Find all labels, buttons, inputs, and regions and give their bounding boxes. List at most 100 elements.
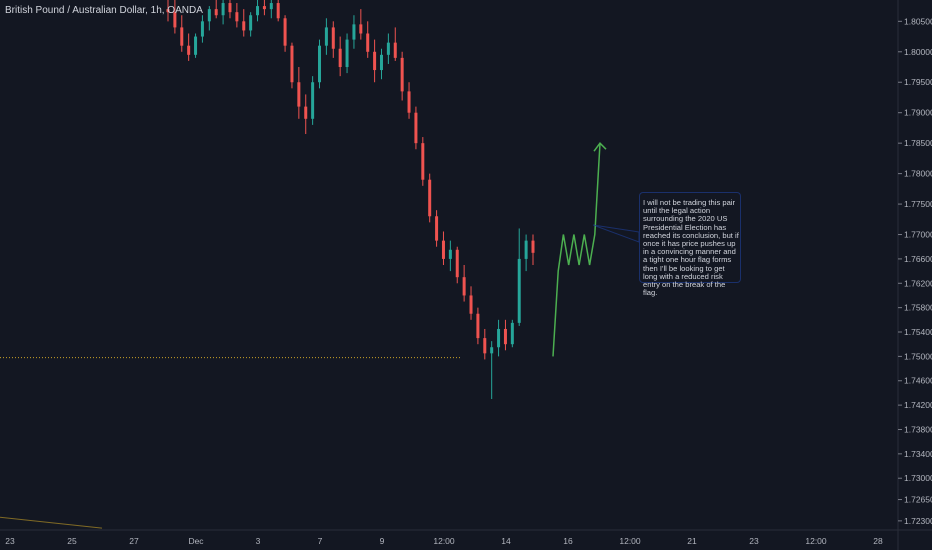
callout-pointer xyxy=(592,224,640,243)
candle-body xyxy=(448,249,452,259)
candle-body xyxy=(173,12,177,28)
time-tick-label: 23 xyxy=(5,536,15,546)
price-tick-label: 1.79500 xyxy=(904,77,932,87)
time-tick-label: 23 xyxy=(749,536,759,546)
candle-body xyxy=(510,322,514,345)
candle-body xyxy=(455,249,459,278)
candle-body xyxy=(256,6,260,16)
candle-body xyxy=(235,12,239,22)
candle-body xyxy=(359,24,363,34)
candle-body xyxy=(242,21,246,31)
candle-body xyxy=(352,24,356,40)
time-tick-label: 12:00 xyxy=(619,536,641,546)
price-tick-label: 1.72650 xyxy=(904,495,932,505)
price-tick-label: 1.80000 xyxy=(904,47,932,57)
price-tick-label: 1.76200 xyxy=(904,278,932,288)
candle-body xyxy=(311,82,315,119)
time-tick-label: 16 xyxy=(563,536,573,546)
candle-body xyxy=(194,36,198,55)
candle-body xyxy=(166,9,170,13)
price-tick-label: 1.78000 xyxy=(904,169,932,179)
time-tick-label: 7 xyxy=(318,536,323,546)
price-tick-label: 1.76600 xyxy=(904,254,932,264)
candle-body xyxy=(503,328,507,345)
candle-body xyxy=(207,9,211,22)
price-axis[interactable]: 1.80500 1.80000 1.79500 1.79000 1.78500 1.780… xyxy=(897,0,932,550)
candle-body xyxy=(276,3,280,19)
candle-body xyxy=(490,347,494,354)
time-tick-label: 14 xyxy=(501,536,511,546)
price-tick-label: 1.77000 xyxy=(904,230,932,240)
candle-body xyxy=(262,6,266,10)
candle-body xyxy=(524,240,528,259)
candle-body xyxy=(283,18,287,46)
candle-body xyxy=(407,91,411,113)
candle-body xyxy=(386,42,390,55)
candle-body xyxy=(297,82,301,107)
candles-layer xyxy=(166,0,535,400)
candle-body xyxy=(393,42,397,58)
candle-body xyxy=(400,57,404,92)
price-tick-label: 1.75000 xyxy=(904,351,932,361)
price-tick-label: 1.77500 xyxy=(904,199,932,209)
candle-body xyxy=(338,48,342,68)
candle-body xyxy=(180,27,184,46)
time-tick-label: 12:00 xyxy=(433,536,455,546)
candle-body xyxy=(462,277,466,296)
time-tick-label: 3 xyxy=(256,536,261,546)
time-axis[interactable]: 23 25 27 Dec 3 7 9 12:00 14 16 12:00 21 23 12:00 28 xyxy=(0,529,932,546)
time-tick-label: 27 xyxy=(129,536,139,546)
price-tick-label: 1.73400 xyxy=(904,449,932,459)
time-tick-label: 28 xyxy=(873,536,883,546)
time-tick-label: 12:00 xyxy=(805,536,827,546)
candle-body xyxy=(483,338,487,354)
candle-body xyxy=(345,39,349,68)
time-tick-label: Dec xyxy=(188,536,204,546)
price-tick-label: 1.75800 xyxy=(904,303,932,313)
price-tick-label: 1.72300 xyxy=(904,516,932,526)
price-tick-label: 1.75400 xyxy=(904,327,932,337)
candle-body xyxy=(304,106,308,119)
candle-body xyxy=(373,51,377,71)
price-tick-label: 1.78500 xyxy=(904,138,932,148)
price-tick-label: 1.73800 xyxy=(904,424,932,434)
annotation-callout[interactable]: I will not be trading this pair until th… xyxy=(639,192,741,297)
time-tick-label: 21 xyxy=(687,536,697,546)
candle-body xyxy=(214,9,218,16)
candle-body xyxy=(435,216,439,241)
candle-body xyxy=(379,54,383,71)
candle-body xyxy=(476,313,480,339)
time-tick-label: 9 xyxy=(380,536,385,546)
candle-body xyxy=(324,27,328,46)
candle-body xyxy=(290,45,294,83)
trend-line xyxy=(0,516,103,529)
price-tick-label: 1.80500 xyxy=(904,16,932,26)
candle-body xyxy=(318,45,322,83)
chart-title: British Pound / Australian Dollar, 1h, O… xyxy=(5,5,203,16)
candle-body xyxy=(517,258,521,323)
candle-body xyxy=(469,295,473,314)
time-tick-label: 25 xyxy=(67,536,77,546)
candle-body xyxy=(187,45,191,55)
candle-body xyxy=(249,15,253,31)
price-tick-label: 1.79000 xyxy=(904,108,932,118)
candle-body xyxy=(228,3,232,13)
drawings-layer xyxy=(0,142,640,529)
candle-body xyxy=(200,21,204,37)
candle-body xyxy=(441,240,445,259)
candle-body xyxy=(414,112,418,144)
candle-body xyxy=(497,328,501,348)
candle-body xyxy=(221,3,225,16)
candle-body xyxy=(421,143,425,180)
candle-body xyxy=(269,3,273,10)
price-tick-label: 1.74200 xyxy=(904,400,932,410)
price-tick-label: 1.73000 xyxy=(904,473,932,483)
projection-path xyxy=(552,143,601,357)
candle-body xyxy=(428,179,432,217)
price-tick-label: 1.74600 xyxy=(904,376,932,386)
projection-arrowhead xyxy=(593,142,607,152)
candle-body xyxy=(531,240,535,253)
candle-body xyxy=(331,27,335,49)
candle-body xyxy=(366,33,370,52)
